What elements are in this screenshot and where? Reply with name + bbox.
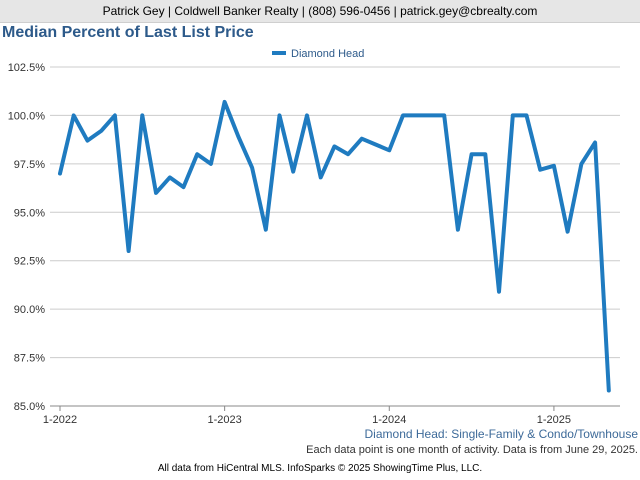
x-tick-label: 1-2023 bbox=[208, 414, 242, 426]
y-tick-label: 92.5% bbox=[14, 256, 45, 268]
y-tick-label: 90.0% bbox=[14, 304, 45, 316]
data-footnote: Each data point is one month of activity… bbox=[306, 444, 638, 456]
source-credit: All data from HiCentral MLS. InfoSparks … bbox=[157, 463, 483, 474]
y-tick-label: 97.5% bbox=[14, 159, 45, 171]
y-tick-label: 87.5% bbox=[14, 353, 45, 365]
chart-subtitle: Diamond Head: Single-Family & Condo/Town… bbox=[364, 427, 638, 441]
legend-label: Diamond Head bbox=[291, 48, 364, 60]
y-tick-label: 102.5% bbox=[8, 62, 46, 74]
y-tick-label: 85.0% bbox=[14, 401, 45, 413]
line-chart: 85.0% 87.5% 90.0% 92.5% 95.0% 97.5% 100.0% 102.… bbox=[8, 48, 620, 426]
y-tick-label: 95.0% bbox=[14, 207, 45, 219]
x-tick-label: 1-2025 bbox=[537, 414, 571, 426]
chart-title: Median Percent of Last List Price bbox=[2, 24, 254, 41]
y-tick-label: 100.0% bbox=[8, 110, 46, 122]
x-tick-label: 1-2024 bbox=[372, 414, 406, 426]
x-tick-label: 1-2022 bbox=[43, 414, 77, 426]
contact-header: Patrick Gey | Coldwell Banker Realty | (… bbox=[0, 0, 640, 23]
series-line-diamond-head bbox=[58, 99, 611, 393]
